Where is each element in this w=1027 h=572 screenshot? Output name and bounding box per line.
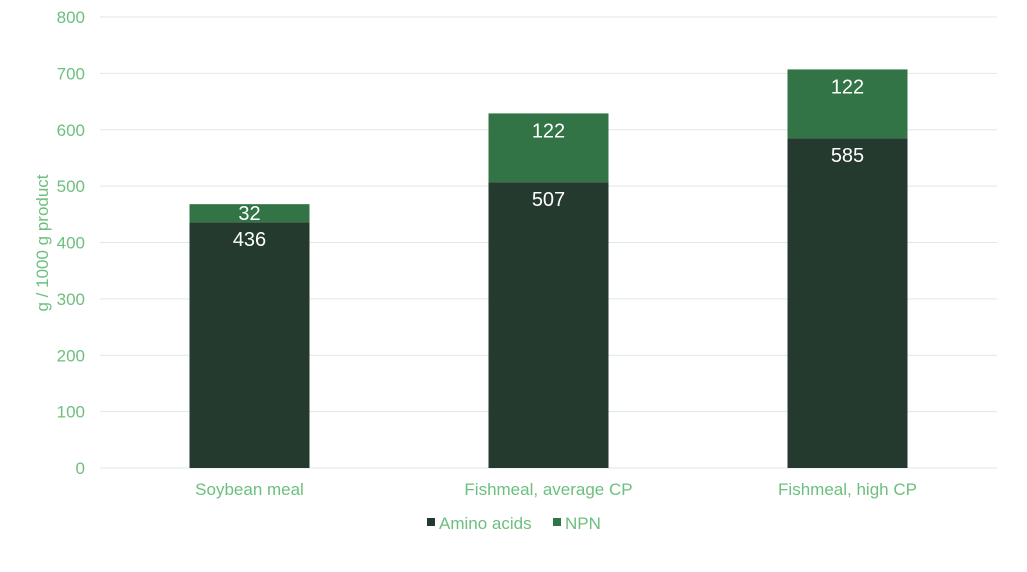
- bar-amino-acids: [189, 222, 310, 468]
- y-tick-label: 100: [57, 403, 85, 422]
- y-axis-ticks: 0 100 200 300 400 500 600 700 800: [57, 8, 85, 478]
- bar-amino-acids: [488, 182, 609, 468]
- x-category-label: Fishmeal, average CP: [464, 480, 632, 499]
- data-label: 32: [238, 203, 260, 225]
- legend-label: Amino acids: [439, 514, 532, 533]
- legend-swatch: [427, 518, 435, 526]
- y-tick-label: 600: [57, 121, 85, 140]
- data-label: 122: [831, 76, 864, 98]
- bar-npn: [787, 69, 908, 139]
- data-label: 585: [831, 145, 864, 167]
- y-axis-label: g / 1000 g product: [33, 174, 52, 311]
- y-tick-label: 0: [76, 459, 85, 478]
- bar-npn: [488, 113, 609, 183]
- x-category-label: Soybean meal: [195, 480, 304, 499]
- y-tick-label: 200: [57, 346, 85, 365]
- x-category-label: Fishmeal, high CP: [778, 480, 917, 499]
- y-tick-label: 400: [57, 234, 85, 253]
- data-label: 507: [532, 189, 565, 211]
- x-axis-categories: Soybean meal Fishmeal, average CP Fishmeal…: [195, 480, 917, 499]
- legend-label: NPN: [565, 514, 601, 533]
- data-labels: 436 32 507 122 585 122: [233, 76, 864, 251]
- data-label: 436: [233, 229, 266, 251]
- legend-swatch: [553, 518, 561, 526]
- bar-npn: [189, 204, 310, 223]
- y-tick-label: 800: [57, 8, 85, 27]
- data-label: 122: [532, 120, 565, 142]
- y-tick-label: 500: [57, 177, 85, 196]
- legend: Amino acids NPN: [427, 514, 601, 533]
- y-tick-label: 700: [57, 64, 85, 83]
- bar-amino-acids: [787, 138, 908, 469]
- y-tick-label: 300: [57, 290, 85, 309]
- bars: [189, 69, 908, 469]
